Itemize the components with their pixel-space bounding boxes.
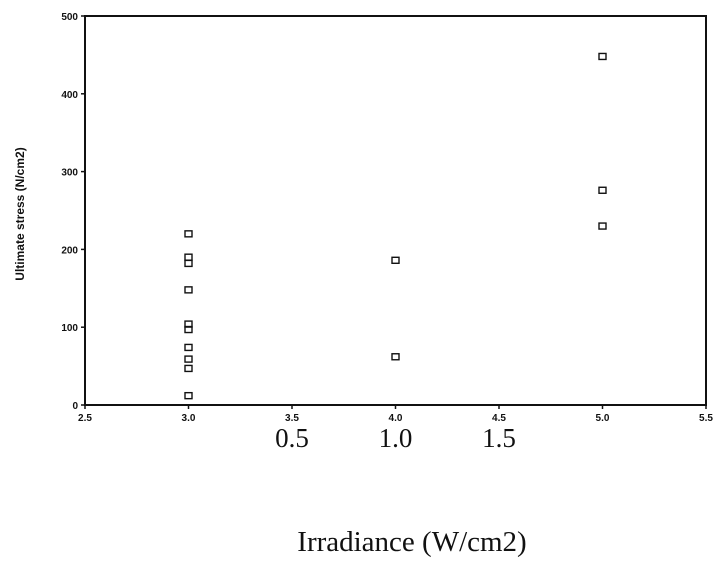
plot-frame <box>85 16 706 405</box>
data-point <box>185 344 192 350</box>
data-point <box>185 356 192 362</box>
secondary-x-label: 1.5 <box>482 423 516 453</box>
secondary-x-label: 0.5 <box>275 423 309 453</box>
x-tick-label: 5.0 <box>596 413 610 424</box>
y-tick-label: 0 <box>72 401 78 412</box>
y-tick-label: 100 <box>61 323 78 334</box>
data-points <box>185 53 606 398</box>
x-tick-label: 5.5 <box>699 413 713 424</box>
y-tick-label: 300 <box>61 168 78 179</box>
data-point <box>185 365 192 371</box>
y-axis-label: Ultimate stress (N/cm2) <box>13 147 27 280</box>
data-point <box>392 257 399 263</box>
data-point <box>599 187 606 193</box>
data-point <box>185 260 192 266</box>
data-point <box>185 287 192 293</box>
y-tick-label: 400 <box>61 90 78 101</box>
axes <box>85 16 706 405</box>
y-ticks: 0 100 200 300 400 500 <box>61 12 85 412</box>
data-point <box>185 393 192 399</box>
x-tick-label: 2.5 <box>78 413 92 424</box>
secondary-x-labels: 0.5 1.0 1.5 <box>275 423 516 453</box>
data-point <box>599 53 606 59</box>
data-point <box>599 223 606 229</box>
data-point <box>392 354 399 360</box>
x-axis-label: Irradiance (W/cm2) <box>297 526 526 558</box>
x-tick-label: 3.0 <box>182 413 196 424</box>
y-tick-label: 200 <box>61 245 78 256</box>
y-tick-label: 500 <box>61 12 78 23</box>
data-point <box>185 231 192 237</box>
secondary-x-label: 1.0 <box>379 423 413 453</box>
data-point <box>185 254 192 260</box>
x-ticks: 2.53.03.54.04.55.05.5 <box>78 405 713 424</box>
